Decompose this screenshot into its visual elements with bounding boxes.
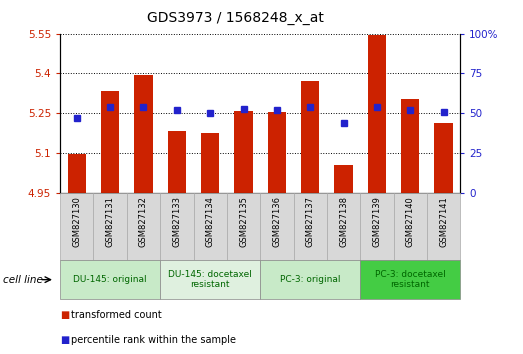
Text: GSM827135: GSM827135	[239, 196, 248, 247]
Bar	[268, 112, 286, 193]
Bar	[127, 193, 160, 260]
Text: GSM827132: GSM827132	[139, 196, 148, 247]
Text: GSM827133: GSM827133	[173, 196, 181, 247]
Bar	[293, 193, 327, 260]
Bar	[260, 193, 293, 260]
Bar	[201, 133, 219, 193]
Bar	[227, 193, 260, 260]
Text: GSM827137: GSM827137	[306, 196, 315, 247]
Text: GSM827136: GSM827136	[272, 196, 281, 247]
Bar	[368, 35, 386, 193]
Text: transformed count: transformed count	[71, 310, 162, 320]
Bar	[160, 193, 194, 260]
Bar	[101, 91, 119, 193]
Text: DU-145: docetaxel
resistant: DU-145: docetaxel resistant	[168, 270, 252, 289]
Bar	[160, 260, 260, 299]
Text: GSM827140: GSM827140	[406, 196, 415, 247]
Bar	[360, 193, 393, 260]
Text: GDS3973 / 1568248_x_at: GDS3973 / 1568248_x_at	[147, 11, 324, 25]
Bar	[234, 111, 253, 193]
Text: ■: ■	[60, 310, 70, 320]
Text: cell line: cell line	[3, 275, 42, 285]
Bar	[60, 193, 94, 260]
Text: percentile rank within the sample: percentile rank within the sample	[71, 335, 235, 345]
Text: GSM827131: GSM827131	[106, 196, 115, 247]
Bar	[194, 193, 227, 260]
Bar	[360, 260, 460, 299]
Bar	[168, 131, 186, 193]
Bar	[394, 193, 427, 260]
Bar	[401, 99, 419, 193]
Text: GSM827141: GSM827141	[439, 196, 448, 247]
Bar	[427, 193, 460, 260]
Bar	[327, 193, 360, 260]
Bar	[435, 122, 453, 193]
Bar	[134, 75, 153, 193]
Bar	[301, 81, 320, 193]
Bar	[94, 193, 127, 260]
Text: GSM827138: GSM827138	[339, 196, 348, 247]
Text: GSM827139: GSM827139	[372, 196, 381, 247]
Text: PC-3: original: PC-3: original	[280, 275, 340, 284]
Text: ■: ■	[60, 335, 70, 345]
Text: PC-3: docetaxel
resistant: PC-3: docetaxel resistant	[375, 270, 446, 289]
Bar	[67, 154, 86, 193]
Text: GSM827134: GSM827134	[206, 196, 214, 247]
Bar	[260, 260, 360, 299]
Bar	[60, 260, 160, 299]
Text: DU-145: original: DU-145: original	[73, 275, 147, 284]
Bar	[334, 165, 353, 193]
Text: GSM827130: GSM827130	[72, 196, 81, 247]
